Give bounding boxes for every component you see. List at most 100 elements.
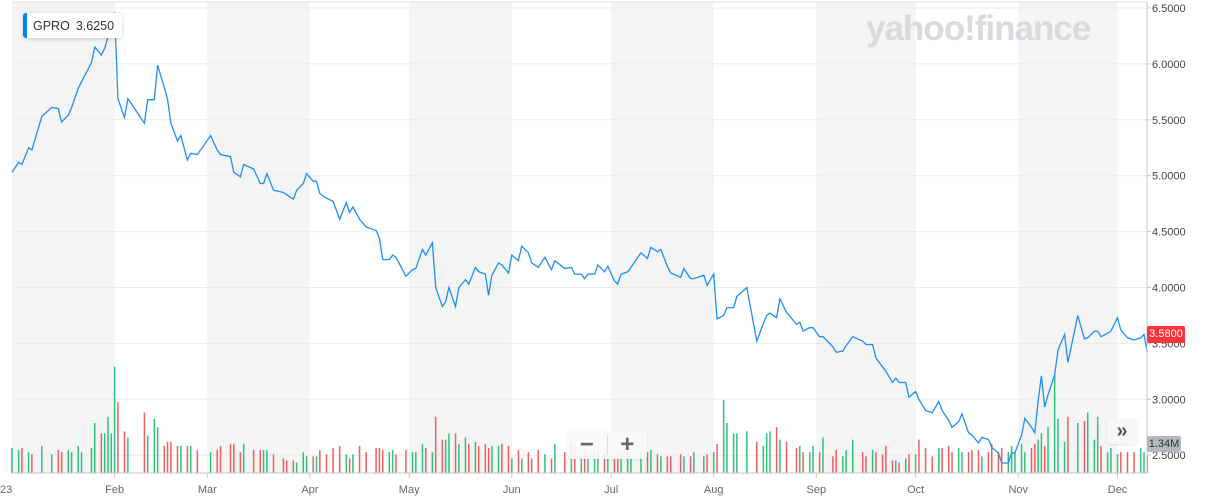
volume-bar [107,416,109,473]
y-axis-ticks: 6.50006.00005.50005.00004.50004.00003.50… [1147,3,1186,462]
volume-bar [163,445,166,473]
x-tick-label: Feb [105,484,124,496]
volume-bar [338,445,341,473]
volume-bar [832,456,834,473]
volume-bar [1100,445,1102,473]
volume-bar [726,423,728,473]
volume-bar [153,418,156,473]
volume-bar [388,452,391,473]
volume-bar [444,439,447,473]
volume-bar [1014,452,1016,473]
y-tick-label: 5.5000 [1152,115,1186,127]
volume-bar [1087,412,1089,473]
legend-value: 3.6250 [75,18,115,33]
volume-bar [1047,427,1049,473]
volume-bar [712,452,715,473]
volume-bar [550,458,553,473]
volume-bar [1110,448,1112,473]
volume-bar [21,448,23,473]
volume-bar [332,448,334,473]
volume-bar [1043,445,1046,473]
volume-bar [1077,423,1079,473]
volume-bar [799,445,801,473]
volume-bar [57,450,60,473]
volume-bar [292,460,295,473]
double-chevron-right-icon: » [1116,420,1128,442]
legend: GPRO 3.6250 [23,13,123,38]
volume-bar [421,443,424,473]
zoom-controls: − + [567,431,647,459]
volume-bar [458,443,460,473]
volume-bar [381,450,384,473]
x-tick-label: Jun [503,484,521,496]
volume-bar [229,443,232,473]
volume-bar [961,452,963,473]
volume-bar [189,445,192,473]
volume-bar [537,450,540,473]
volume-bars [11,366,1149,473]
volume-bar [885,445,887,473]
volume-bar [156,427,159,473]
volume-bar [70,452,73,473]
volume-bar [411,452,414,473]
volume-bar [464,437,467,473]
volume-bar [703,456,705,473]
volume-bar [233,443,235,473]
y-tick-label: 4.5000 [1152,227,1186,239]
scroll-right-button[interactable]: » [1107,419,1137,444]
volume-bar [527,452,530,473]
volume-bar [262,450,265,473]
volume-bar [1139,448,1142,473]
volume-bar [315,456,318,473]
volume-bar [891,460,894,473]
volume-bar [931,456,933,473]
volume-bar [693,452,695,473]
volume-bar [991,443,993,473]
volume-bar [391,450,394,473]
volume-bar [196,450,199,473]
volume-bar [319,450,321,473]
volume-bar [530,458,533,473]
volume-bar [209,452,212,473]
zoom-out-button[interactable]: − [579,431,594,458]
volume-bar [1096,416,1099,473]
month-band [611,2,714,473]
volume-bar [875,452,877,473]
month-band [409,2,512,473]
volume-bar [239,452,242,473]
volume-bar [117,402,119,473]
x-axis-ticks: 23 Feb Mar Apr May Jun Jul Aug Sep Oct Nov Dec [0,473,1128,496]
volume-bar [587,456,589,473]
volume-bar [282,458,285,473]
volume-bar [1133,452,1135,473]
volume-bar [216,450,218,473]
volume-bar [170,441,172,473]
volume-bar [842,456,844,473]
volume-bar [325,454,328,473]
month-bands [12,2,1118,473]
volume-bar [1024,452,1026,473]
volume-bar [50,454,53,473]
volume-bar [666,456,669,473]
volume-bar [1037,439,1039,473]
zoom-in-button[interactable]: + [620,431,635,458]
month-band [207,2,310,473]
volume-bar [395,454,397,473]
volume-bar [607,456,609,473]
x-tick-label: Oct [907,484,924,496]
y-tick-label: 3.0000 [1152,394,1186,406]
volume-bar [1030,448,1033,473]
volume-bar [762,445,765,473]
y-tick-label: 2.5000 [1152,450,1186,462]
volume-bar [166,441,169,473]
volume-bar [580,454,583,473]
volume-bar [431,452,434,473]
volume-bar [732,433,735,473]
volume-bar [80,452,83,473]
volume-bar [865,456,867,473]
volume-bar [434,416,437,473]
volume-bar [802,452,804,473]
y-tick-label: 6.5000 [1152,3,1186,15]
volume-bar [851,439,854,473]
